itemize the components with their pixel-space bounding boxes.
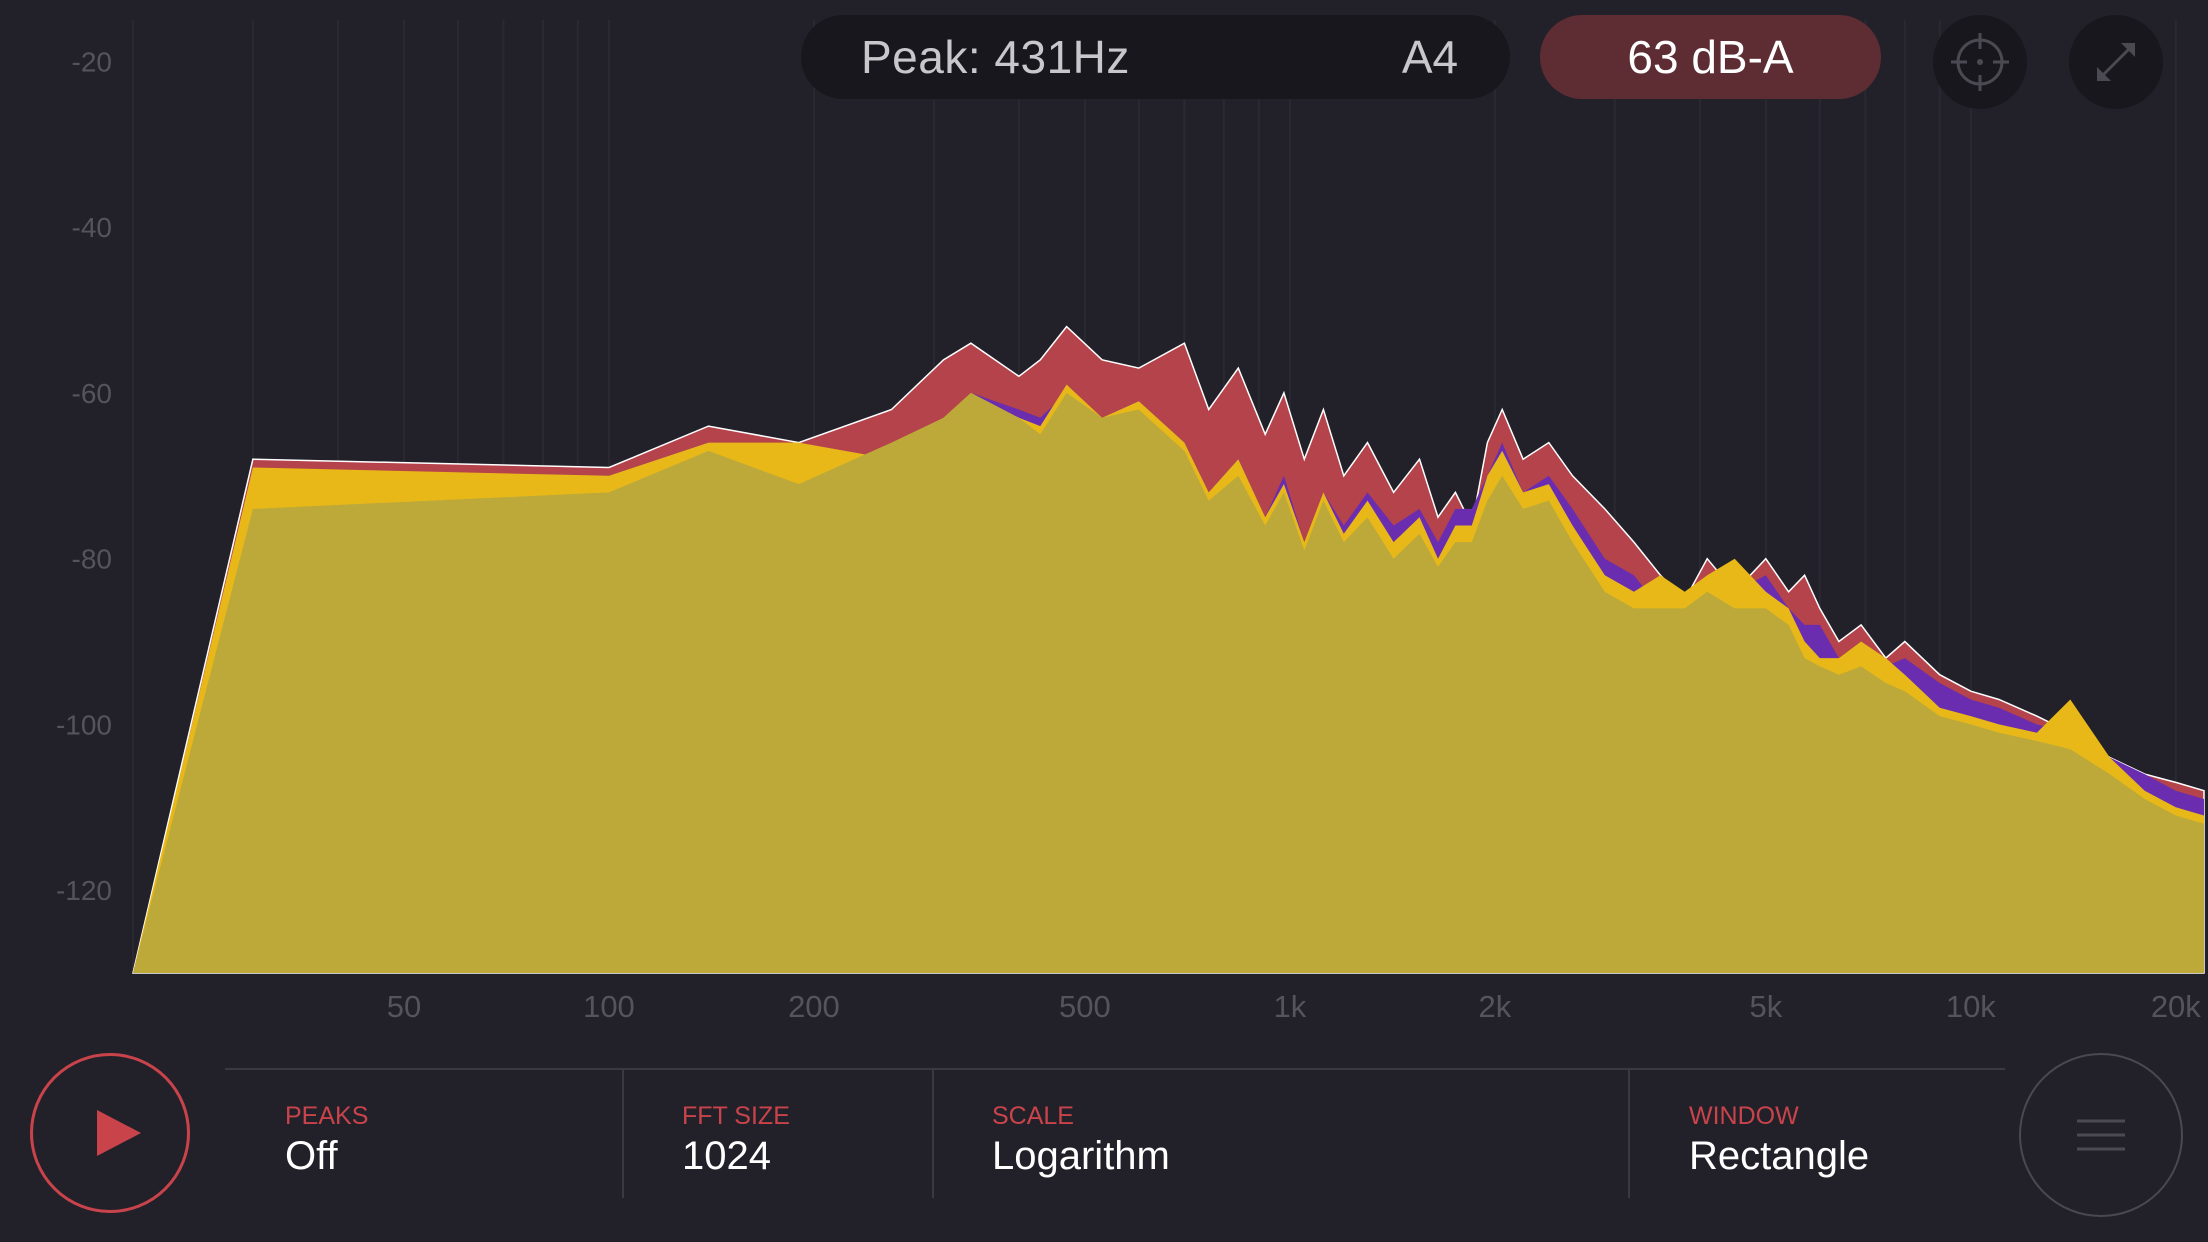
x-tick-label: 5k — [1749, 989, 1782, 1024]
crosshair-button[interactable] — [1933, 15, 2027, 109]
scale-value: Logarithm — [992, 1134, 1170, 1178]
settings-separator — [1628, 1070, 1630, 1198]
x-tick-label: 10k — [1946, 989, 1996, 1024]
play-button[interactable] — [30, 1053, 190, 1213]
menu-button[interactable] — [2019, 1053, 2183, 1217]
x-tick-label: 200 — [788, 989, 840, 1024]
fft-size-setting[interactable]: FFT SIZE 1024 — [682, 1100, 790, 1180]
peak-note-readout: A4 — [1401, 31, 1459, 83]
sound-level-badge[interactable]: 63 dB-A — [1540, 15, 1881, 99]
settings-separator — [622, 1070, 624, 1198]
scale-label: SCALE — [992, 1102, 1074, 1130]
x-tick-label: 50 — [387, 989, 421, 1024]
peaks-setting[interactable]: PEAKS Off — [285, 1100, 368, 1180]
expand-icon — [2097, 43, 2135, 81]
play-icon — [97, 1110, 141, 1156]
y-tick-label: -40 — [72, 212, 112, 243]
scale-setting[interactable]: SCALE Logarithm — [992, 1100, 1170, 1180]
settings-divider — [225, 1068, 2005, 1070]
peak-frequency-readout: Peak: 431Hz — [861, 31, 1130, 83]
window-setting[interactable]: WINDOW Rectangle — [1689, 1100, 1869, 1180]
fft-size-label: FFT SIZE — [682, 1102, 790, 1130]
settings-separator — [932, 1070, 934, 1198]
x-tick-label: 500 — [1059, 989, 1111, 1024]
x-tick-label: 1k — [1274, 989, 1307, 1024]
crosshair-icon — [1951, 33, 2009, 91]
y-tick-label: -120 — [56, 875, 112, 906]
y-tick-label: -60 — [72, 378, 112, 409]
series-area-4 — [133, 392, 2204, 973]
menu-icon — [2077, 1119, 2125, 1151]
peak-info-pill — [801, 15, 1510, 99]
x-tick-label: 100 — [583, 989, 635, 1024]
peaks-label: PEAKS — [285, 1102, 369, 1130]
y-tick-label: -80 — [72, 544, 112, 575]
x-tick-label: 2k — [1479, 989, 1512, 1024]
window-label: WINDOW — [1689, 1102, 1799, 1130]
window-value: Rectangle — [1689, 1134, 1870, 1178]
y-tick-label: -100 — [56, 709, 112, 740]
peaks-value: Off — [285, 1134, 338, 1178]
x-tick-label: 20k — [2151, 989, 2201, 1024]
y-tick-label: -20 — [72, 46, 112, 77]
fft-size-value: 1024 — [682, 1134, 771, 1178]
expand-button[interactable] — [2069, 15, 2163, 109]
